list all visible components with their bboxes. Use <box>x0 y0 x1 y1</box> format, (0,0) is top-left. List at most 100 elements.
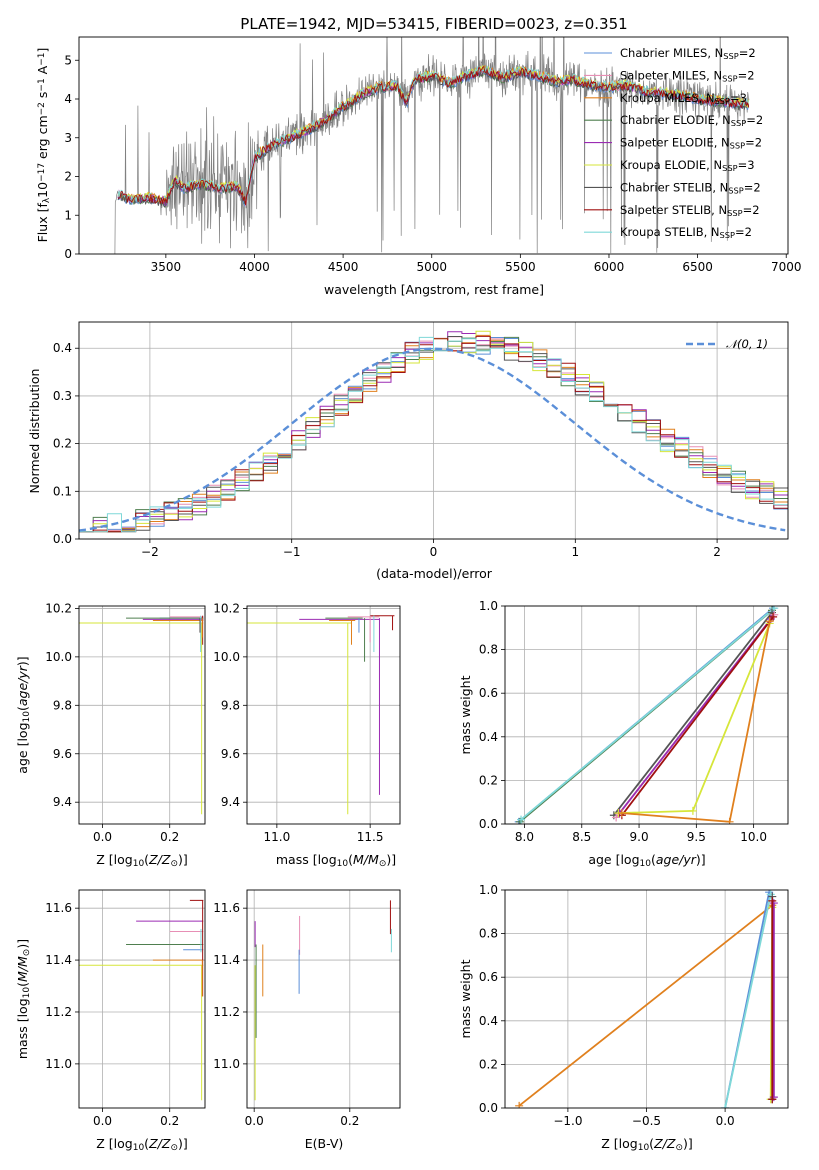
y-tick-label: 0.0 <box>53 532 72 546</box>
y-axis-label: mass weight <box>458 675 473 754</box>
y-tick-label: 0.2 <box>479 773 498 787</box>
legend: Chabrier MILES, NSSP=2 Salpeter MILES, NS… <box>584 46 763 240</box>
axes-frame <box>246 605 401 825</box>
plot-area <box>79 899 204 1101</box>
y-tick-label: 11.0 <box>45 1057 72 1071</box>
spectrum-panel: 3500 4000 4500 5000 5500 6000 6500 7000 0 1 2 3 4 5 wa… <box>35 36 802 297</box>
y-tick-label: 10.0 <box>213 650 240 664</box>
axes-frame <box>246 889 401 1109</box>
y-tick-label: 11.2 <box>45 1005 72 1019</box>
weight-marker <box>688 806 697 815</box>
legend-entry: Kroupa ELODIE, NSSP=3 <box>620 158 755 173</box>
x-tick-label: 7000 <box>771 260 802 274</box>
y-tick-label: 0.2 <box>53 437 72 451</box>
x-tick-label: 5000 <box>416 260 447 274</box>
x-axis-label: age [log10(age/yr)] <box>588 852 705 869</box>
x-tick-label: 11.5 <box>357 830 384 844</box>
y-tick-label: 0.0 <box>479 817 498 831</box>
legend-entry: Kroupa STELIB, NSSP=2 <box>620 225 752 240</box>
y-tick-label: 11.4 <box>213 953 240 967</box>
y-tick-label: 9.4 <box>53 795 72 809</box>
plot-area <box>79 615 204 815</box>
x-tick-label: 0.0 <box>93 1114 112 1128</box>
x-axis-label: Z [log10(Z/Z⊙)] <box>96 1136 188 1153</box>
legend-entry: Chabrier STELIB, NSSP=2 <box>620 180 761 195</box>
plot-area <box>254 900 392 1101</box>
x-tick-label: 0.0 <box>245 1114 264 1128</box>
weight-line <box>613 611 773 816</box>
y-axis-label: age [log10(age/yr)] <box>15 656 32 773</box>
weight-marker <box>517 815 526 824</box>
y-tick-label: 10.2 <box>213 601 240 615</box>
x-axis-label: (data-model)/error <box>376 566 493 581</box>
x-tick-label: 0.2 <box>340 1114 359 1128</box>
weight-line <box>621 616 774 816</box>
plot-area <box>247 615 395 815</box>
weight-vs-metallicity-panel: −1.0 −0.5 0.0 0.0 0.2 0.4 0.6 0.8 1.0 mass weight… <box>458 883 789 1153</box>
age-vs-metallicity-panel: 0.0 0.2 9.4 9.6 9.8 10.0 10.2 Z [log10(Z/Z⊙)] ag… <box>15 601 206 869</box>
residual-histogram <box>79 330 788 533</box>
y-axis-label: Flux [fλ10−17 erg cm−2 s−1 A−1] <box>35 48 52 243</box>
legend-entry: Kroupa MILES, NSSP=3 <box>620 91 747 106</box>
legend-entry: Salpeter MILES, NSSP=2 <box>620 68 755 83</box>
weight-vs-age-panel: 8.0 8.5 9.0 9.5 10.0 0.0 0.2 0.4 0.6 0.8 1.0 mass w… <box>458 599 789 869</box>
weight-marker <box>721 1104 730 1108</box>
y-tick-label: 9.4 <box>221 795 240 809</box>
x-tick-label: 2 <box>713 545 721 559</box>
plot-area <box>114 37 750 254</box>
x-tick-label: 0 <box>430 545 438 559</box>
legend-entry: Chabrier ELODIE, NSSP=2 <box>620 113 763 128</box>
legend-entry: 𝒩(0, 1) <box>726 337 768 351</box>
weight-line <box>724 894 772 1108</box>
x-tick-label: 8.5 <box>572 830 591 844</box>
x-axis-label: wavelength [Angstrom, rest frame] <box>324 282 544 297</box>
x-tick-label: 3500 <box>151 260 182 274</box>
age-vs-mass-panel: 11.0 11.5 9.4 9.6 9.8 10.0 10.2 mass [log10(M/M… <box>213 601 401 869</box>
weight-marker <box>769 612 778 621</box>
y-tick-label: 2 <box>64 170 72 184</box>
model-spectrum <box>117 65 750 206</box>
y-tick-label: 11.0 <box>213 1057 240 1071</box>
gaussian-reference <box>79 347 786 532</box>
y-tick-label: 1 <box>64 208 72 222</box>
y-tick-label: 0.6 <box>479 686 498 700</box>
x-tick-label: 6500 <box>682 260 713 274</box>
residual-histogram <box>79 336 788 533</box>
x-tick-label: 9.5 <box>687 830 706 844</box>
x-tick-label: 0.2 <box>160 1114 179 1128</box>
x-tick-label: −1 <box>283 545 301 559</box>
y-axis-label: mass weight <box>458 959 473 1038</box>
x-axis-label: Z [log10(Z/Z⊙)] <box>601 1136 693 1153</box>
y-tick-label: 0.0 <box>479 1101 498 1115</box>
y-tick-label: 0.8 <box>479 927 498 941</box>
axes-frame <box>78 605 206 825</box>
legend-entry: Chabrier MILES, NSSP=2 <box>620 46 756 61</box>
plot-area <box>515 890 778 1108</box>
y-tick-label: 10.2 <box>45 601 72 615</box>
x-tick-label: −1.0 <box>553 1114 582 1128</box>
weight-line <box>518 904 773 1107</box>
y-tick-label: 0 <box>64 247 72 261</box>
x-tick-label: 1 <box>571 545 579 559</box>
figure-title: PLATE=1942, MJD=53415, FIBERID=0023, z=0… <box>240 15 627 33</box>
weight-marker <box>725 817 734 824</box>
y-axis-label: Normed distribution <box>27 369 42 494</box>
y-tick-label: 11.4 <box>45 953 72 967</box>
x-tick-label: −2 <box>141 545 159 559</box>
x-axis-label: Z [log10(Z/Z⊙)] <box>96 852 188 869</box>
y-tick-label: 9.6 <box>53 747 72 761</box>
y-tick-label: 0.4 <box>479 1014 498 1028</box>
weight-marker <box>617 809 626 818</box>
y-tick-label: 11.2 <box>213 1005 240 1019</box>
x-axis-label: mass [log10(M/M⊙)] <box>276 852 396 869</box>
weight-marker <box>768 896 777 905</box>
x-tick-label: 4500 <box>328 260 359 274</box>
x-tick-label: 10.0 <box>740 830 767 844</box>
weight-line <box>618 618 772 814</box>
axes-frame <box>78 36 789 255</box>
y-tick-label: 1.0 <box>479 883 498 897</box>
axes-frame <box>78 889 206 1109</box>
residual-histogram-panel: −2 −1 0 1 2 0.0 0.1 0.2 0.3 0.4 𝒩(0, 1) (data-model… <box>27 321 789 581</box>
y-tick-label: 0.3 <box>53 389 72 403</box>
